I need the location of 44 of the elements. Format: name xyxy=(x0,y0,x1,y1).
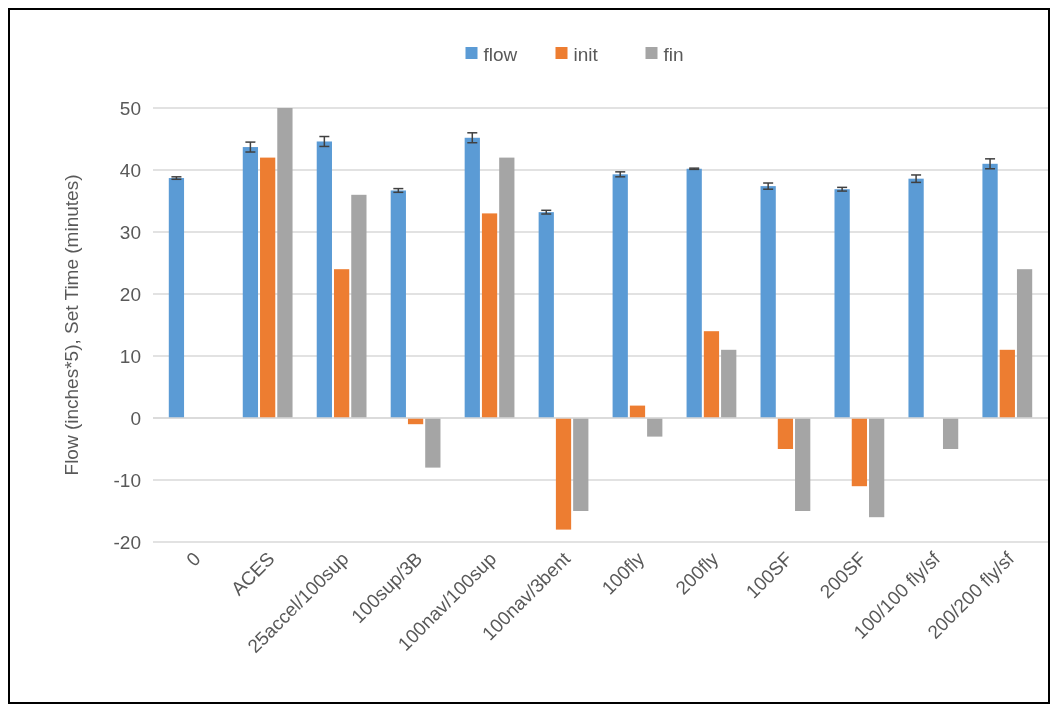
bar xyxy=(464,137,480,418)
legend-label: fin xyxy=(663,43,684,65)
bar xyxy=(908,178,924,418)
bar xyxy=(703,331,720,418)
bar xyxy=(260,157,276,418)
bar xyxy=(869,418,885,518)
bar xyxy=(1016,269,1033,418)
bar xyxy=(795,418,811,511)
bar xyxy=(538,212,554,418)
y-tick-label: 10 xyxy=(119,345,141,367)
y-tick-label: 20 xyxy=(119,283,141,305)
bar xyxy=(777,418,794,449)
bar xyxy=(333,269,350,418)
bar xyxy=(425,418,441,468)
bar xyxy=(390,190,406,418)
bar xyxy=(647,418,663,437)
y-tick-label: 0 xyxy=(130,407,141,429)
y-tick-label: 30 xyxy=(119,221,141,243)
bar xyxy=(612,174,628,418)
bar xyxy=(573,418,589,511)
bar xyxy=(168,178,185,418)
legend-label: init xyxy=(573,43,599,65)
bar xyxy=(316,141,332,418)
bar xyxy=(999,349,1015,418)
y-tick-label: -10 xyxy=(113,469,141,491)
y-tick-label: 40 xyxy=(119,159,141,181)
bar xyxy=(351,194,367,418)
bar xyxy=(555,418,572,530)
bar xyxy=(721,349,737,418)
legend-label: flow xyxy=(483,43,518,65)
y-tick-label: 50 xyxy=(119,97,141,119)
bar xyxy=(834,189,850,418)
y-tick-label: -20 xyxy=(113,531,141,553)
bar xyxy=(277,108,293,418)
bar xyxy=(760,186,776,418)
y-axis-title: Flow (inches*5), Set Time (minutes) xyxy=(61,174,82,476)
bar xyxy=(242,147,259,418)
bar xyxy=(481,213,498,418)
bar xyxy=(851,418,868,487)
bar xyxy=(499,157,515,418)
bar xyxy=(982,163,998,418)
bar xyxy=(942,418,959,449)
x-tick-label: 0 xyxy=(182,547,205,571)
bar xyxy=(686,168,702,418)
